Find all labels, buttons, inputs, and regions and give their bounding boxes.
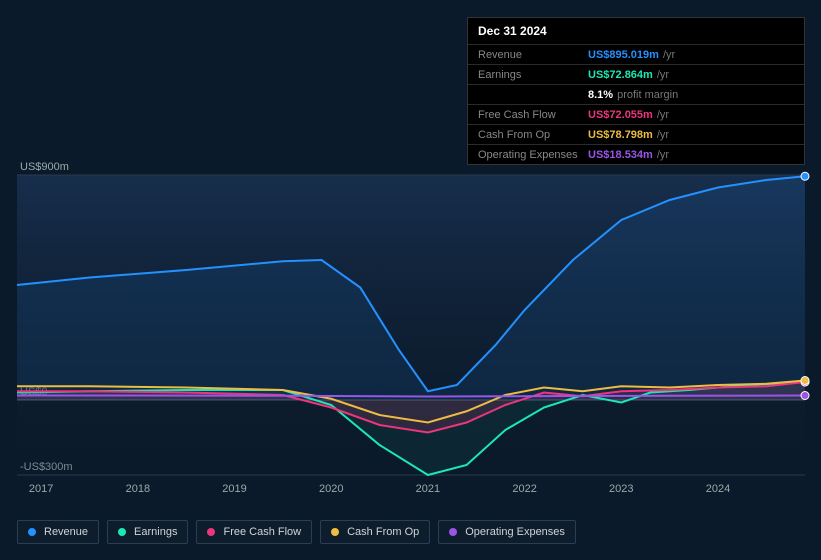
legend-label: Earnings <box>134 526 177 538</box>
chart-legend: Revenue Earnings Free Cash Flow Cash From O… <box>17 520 576 544</box>
tooltip-value: US$18.534m <box>588 149 653 161</box>
tooltip-unit: /yr <box>663 49 675 61</box>
data-tooltip: Dec 31 2024 RevenueUS$895.019m/yrEarning… <box>467 17 805 165</box>
marker-operating-expenses <box>801 392 809 400</box>
legend-label: Operating Expenses <box>465 526 565 538</box>
x-axis-label: 2019 <box>222 483 246 495</box>
tooltip-row: Operating ExpensesUS$18.534m/yr <box>468 144 804 164</box>
marker-cash-from-op <box>801 377 809 385</box>
tooltip-value: US$895.019m <box>588 49 659 61</box>
legend-dot-icon <box>449 528 457 536</box>
tooltip-label: Revenue <box>478 49 588 61</box>
tooltip-unit: /yr <box>657 149 669 161</box>
x-axis-label: 2021 <box>416 483 440 495</box>
legend-item-revenue[interactable]: Revenue <box>17 520 99 544</box>
tooltip-row: EarningsUS$72.864m/yr <box>468 64 804 84</box>
tooltip-unit: /yr <box>657 69 669 81</box>
tooltip-label: Free Cash Flow <box>478 109 588 121</box>
tooltip-label: Operating Expenses <box>478 149 588 161</box>
tooltip-row: 8.1% profit margin <box>468 84 804 104</box>
legend-label: Revenue <box>44 526 88 538</box>
tooltip-row: Free Cash FlowUS$72.055m/yr <box>468 104 804 124</box>
tooltip-value: US$72.055m <box>588 109 653 121</box>
legend-label: Free Cash Flow <box>223 526 301 538</box>
tooltip-value: US$78.798m <box>588 129 653 141</box>
legend-item-earnings[interactable]: Earnings <box>107 520 188 544</box>
tooltip-unit: /yr <box>657 129 669 141</box>
tooltip-label: Earnings <box>478 69 588 81</box>
legend-dot-icon <box>118 528 126 536</box>
tooltip-unit: /yr <box>657 109 669 121</box>
tooltip-row: Cash From OpUS$78.798m/yr <box>468 124 804 144</box>
legend-item-cash-from-op[interactable]: Cash From Op <box>320 520 430 544</box>
tooltip-label: Cash From Op <box>478 129 588 141</box>
x-axis-label: 2017 <box>29 483 53 495</box>
tooltip-value: US$72.864m <box>588 69 653 81</box>
x-axis-label: 2020 <box>319 483 343 495</box>
legend-dot-icon <box>28 528 36 536</box>
tooltip-row: RevenueUS$895.019m/yr <box>468 44 804 64</box>
marker-revenue <box>801 172 809 180</box>
tooltip-value: 8.1% <box>588 89 613 101</box>
legend-dot-icon <box>207 528 215 536</box>
x-axis-label: 2022 <box>512 483 536 495</box>
tooltip-date: Dec 31 2024 <box>468 18 804 44</box>
x-axis-label: 2023 <box>609 483 633 495</box>
legend-item-free-cash-flow[interactable]: Free Cash Flow <box>196 520 312 544</box>
line-operating-expenses <box>17 396 805 397</box>
x-axis-label: 2024 <box>706 483 730 495</box>
tooltip-unit: profit margin <box>617 89 678 101</box>
legend-label: Cash From Op <box>347 526 419 538</box>
x-axis-label: 2018 <box>126 483 150 495</box>
legend-item-operating-expenses[interactable]: Operating Expenses <box>438 520 576 544</box>
legend-dot-icon <box>331 528 339 536</box>
